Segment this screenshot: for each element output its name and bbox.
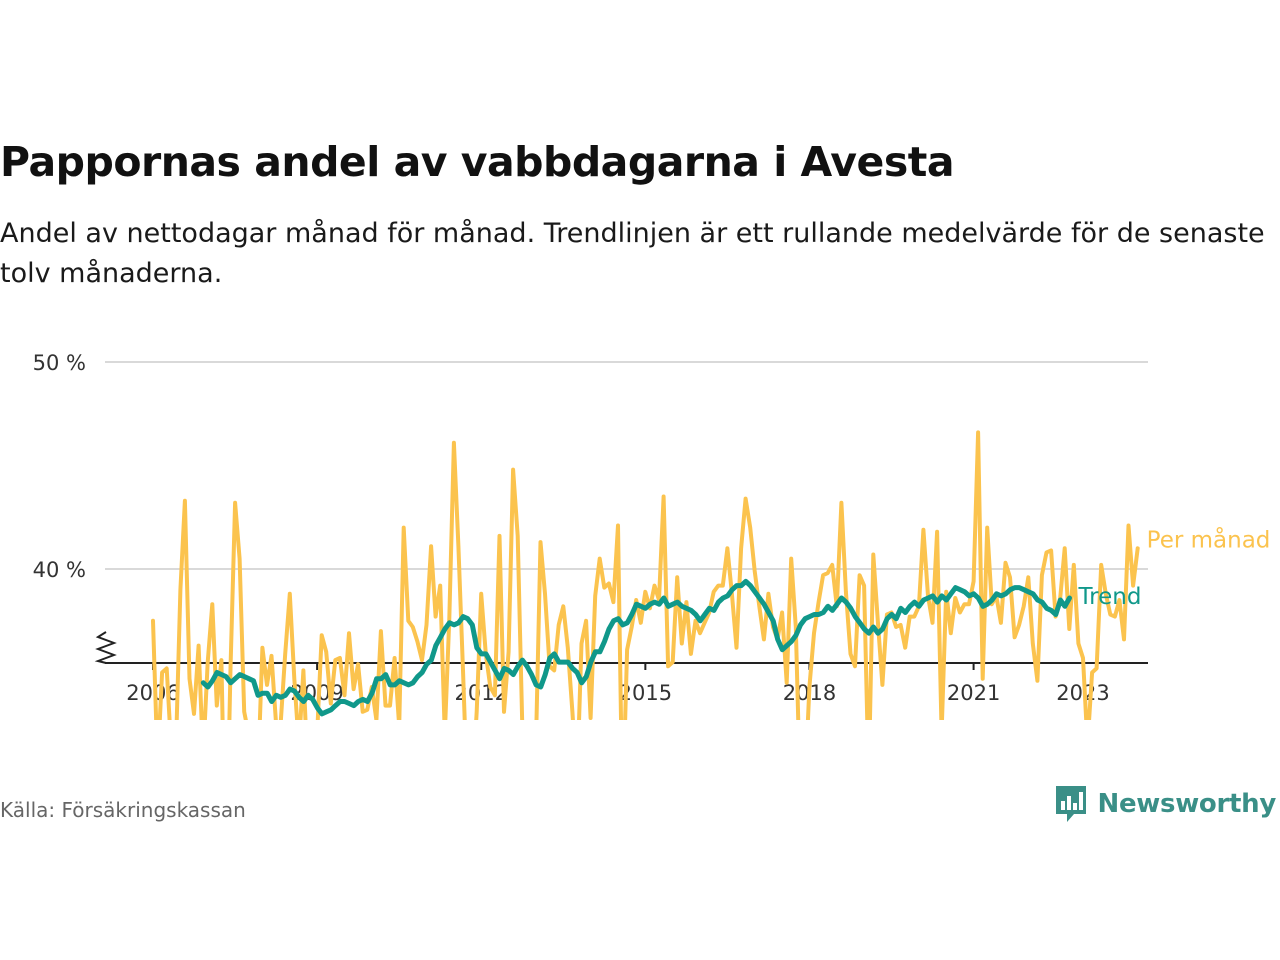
y-tick-label: 40 % (33, 558, 86, 582)
y-tick-label: 50 % (33, 351, 86, 375)
x-tick-label: 2021 (947, 681, 1000, 705)
legend: Per månad Trend (1077, 525, 1270, 610)
series-lines (151, 430, 1140, 720)
brand-logo[interactable]: Newsworthy (1054, 784, 1276, 824)
zigzag-break-icon (94, 631, 117, 664)
x-tick-label: 2006 (126, 681, 179, 705)
newsworthy-logo-icon (1055, 786, 1086, 822)
source-note: Källa: Försäkringskassan (0, 798, 246, 822)
series-line-per-manad (151, 430, 1140, 720)
legend-label-per-manad: Per månad (1147, 525, 1271, 553)
line-chart: 30 %40 %50 %2006200920122015201820212023… (33, 351, 1270, 720)
chart-subtitle: Andel av nettodagar månad för månad. Tre… (0, 218, 1265, 289)
legend-label-trend: Trend (1077, 584, 1141, 610)
brand-name: Newsworthy (1097, 789, 1277, 819)
series-line-trend (200, 578, 1072, 717)
chart-title: Pappornas andel av vabbdagarna i Avesta (0, 138, 955, 186)
